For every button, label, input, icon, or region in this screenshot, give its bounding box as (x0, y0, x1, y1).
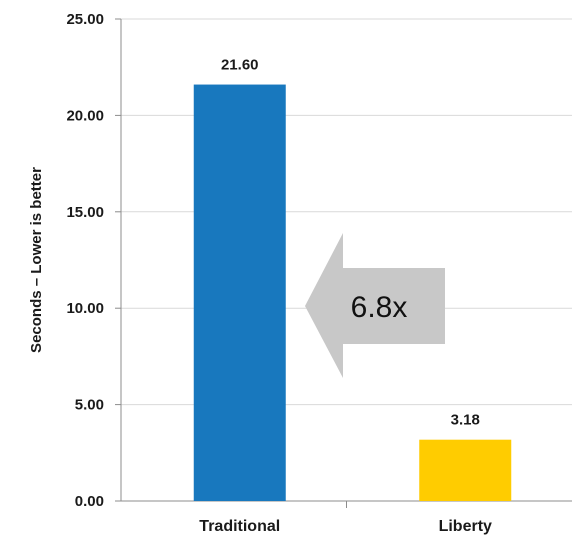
data-label: 3.18 (451, 412, 480, 429)
y-tick-label: 5.00 (75, 397, 104, 414)
gridlines (121, 18, 572, 406)
y-tick-label: 0.00 (75, 493, 104, 510)
data-labels: 21.60 3.18 (221, 57, 480, 429)
speedup-label: 6.8x (351, 291, 408, 324)
y-axis-label: Seconds – Lower is better (28, 167, 45, 353)
data-label: 21.60 (221, 57, 259, 74)
bar (193, 84, 286, 501)
y-tick-label: 20.00 (66, 107, 104, 124)
bar (419, 439, 512, 501)
category-label: Traditional (199, 518, 280, 535)
y-tick-label: 15.00 (66, 204, 104, 221)
speedup-annotation: 6.8x (305, 233, 445, 378)
axes (120, 19, 572, 508)
category-labels: Traditional Liberty (199, 518, 492, 535)
category-label: Liberty (439, 518, 492, 535)
y-tick-label: 10.00 (66, 300, 104, 317)
y-tick-label: 25.00 (66, 11, 104, 28)
bars (193, 84, 512, 501)
left-arrow-icon (305, 233, 445, 378)
y-axis-ticks: 0.00 5.00 10.00 15.00 20.00 25.00 (66, 11, 121, 510)
